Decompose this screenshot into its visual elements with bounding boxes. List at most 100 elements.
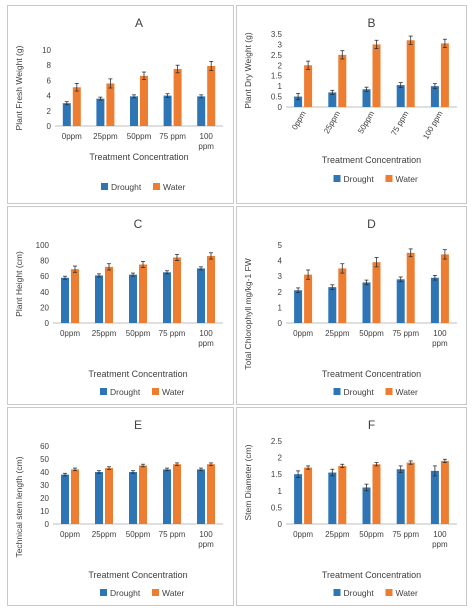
water-bar: [139, 465, 147, 524]
legend-swatch-drought: [100, 388, 107, 395]
drought-bar: [163, 469, 171, 524]
drought-bar: [130, 96, 138, 126]
water-bar: [372, 44, 381, 107]
drought-bar: [328, 92, 337, 107]
water-bar: [440, 254, 449, 323]
water-bar: [71, 469, 79, 524]
drought-bar: [197, 469, 205, 524]
drought-bar: [294, 474, 303, 524]
x-tick-label: 75 ppm: [392, 329, 419, 338]
x-tick-label: 100 ppm: [432, 530, 448, 549]
x-tick-label: 50ppm: [127, 132, 152, 141]
y-tick-label: 4: [47, 92, 52, 101]
drought-bar: [61, 474, 69, 524]
y-tick-label: 6: [47, 76, 52, 85]
y-tick-label: 40: [40, 288, 49, 297]
legend-swatch-drought: [100, 589, 107, 596]
y-tick-label: 0: [45, 520, 50, 529]
water-bar: [140, 75, 148, 126]
x-tick-label: 25ppm: [92, 329, 117, 338]
x-tick-label: 0ppm: [60, 530, 80, 539]
x-axis-label: Treatment Concentration: [322, 369, 421, 379]
y-tick-label: 3.5: [271, 30, 283, 39]
y-tick-label: 20: [40, 303, 49, 312]
water-bar: [105, 266, 113, 323]
y-tick-label: 0: [278, 520, 283, 529]
chart-svg: B 00.5 11.5 22.5 33.5 Plant Dry Weight (g) 0pp…: [243, 16, 457, 184]
drought-bar: [96, 98, 105, 126]
legend-swatch-water: [152, 388, 159, 395]
x-tick-label: 75 ppm: [159, 530, 186, 539]
y-tick-label: 0.5: [271, 93, 283, 102]
legend-swatch-water: [385, 589, 393, 596]
drought-bar: [294, 96, 303, 107]
drought-bar: [328, 287, 337, 323]
y-tick-label: 2.5: [271, 437, 283, 446]
y-tick-label: 0: [47, 122, 52, 131]
legend-swatch-drought: [333, 175, 341, 182]
water-bar: [338, 268, 347, 323]
chart-svg: A 0 2 4 6 8 10 Plant Fresh Weight (g) 0ppm 25ppm 5…: [14, 16, 223, 192]
chart-svg: F 0 0.5 1 1.5 2 2.5 Stem Diameter (cm) 0ppm 25ppm…: [243, 418, 457, 598]
chart-title: C: [134, 217, 143, 231]
water-bar: [338, 465, 347, 524]
x-axis-label: Treatment Concentration: [88, 570, 187, 580]
y-tick-label: 0: [278, 103, 283, 112]
chart-title: F: [368, 418, 375, 432]
y-tick-label: 2: [278, 454, 283, 463]
water-bar: [304, 65, 313, 107]
chart-panel-b: B 0 0.5 1 1.5 2 2.5 3 3.5 Plant Dry Weight (g) 0pp…: [236, 5, 467, 204]
x-tick-label: 25ppm: [322, 109, 342, 135]
x-tick-label: 0ppm: [290, 109, 308, 131]
legend-label-water: Water: [396, 588, 419, 598]
x-tick-label: 100 ppm: [198, 329, 214, 348]
legend-label-drought: Drought: [344, 387, 375, 397]
y-tick-label: 1.5: [271, 72, 283, 81]
y-tick-label: 40: [40, 468, 49, 477]
legend-swatch-water: [153, 183, 160, 190]
legend-label-water: Water: [396, 387, 419, 397]
x-tick-label: 25ppm: [93, 132, 118, 141]
y-axis-label: Technical stem length (cm): [14, 456, 24, 557]
drought-bar: [61, 277, 69, 323]
y-tick-label: 3: [278, 40, 283, 49]
x-tick-label: 100 ppm: [198, 132, 214, 151]
chart-title: D: [367, 217, 376, 231]
x-tick-label: 50ppm: [359, 329, 384, 338]
drought-bar: [163, 95, 172, 126]
x-tick-label: 25ppm: [325, 530, 350, 539]
water-bar: [72, 87, 81, 126]
water-bar: [106, 83, 115, 126]
drought-bar: [396, 469, 405, 524]
x-tick-label: 0ppm: [62, 132, 82, 141]
y-axis-label: Total Chlorophyll mg/kg-1 FW: [243, 258, 253, 369]
y-tick-label: 3: [278, 272, 283, 281]
y-tick-label: 0: [278, 319, 283, 328]
drought-bar: [362, 282, 371, 323]
water-bar: [406, 462, 415, 524]
drought-bar: [294, 290, 303, 323]
drought-bar: [62, 103, 71, 126]
y-axis-label: Plant Height (cm): [14, 251, 24, 317]
x-tick-label: 0ppm: [60, 329, 80, 338]
drought-bar: [430, 86, 439, 107]
drought-bar: [95, 275, 103, 323]
drought-bar: [430, 277, 439, 323]
chart-title: A: [135, 16, 143, 30]
water-bar: [207, 65, 216, 126]
legend-label-water: Water: [162, 387, 185, 397]
y-tick-label: 2: [278, 288, 283, 297]
y-tick-label: 0: [45, 319, 50, 328]
legend-label-water: Water: [396, 174, 419, 184]
water-bar: [207, 255, 215, 323]
x-tick-label: 0ppm: [293, 329, 313, 338]
y-tick-label: 10: [40, 507, 49, 516]
y-tick-label: 5: [278, 241, 283, 250]
y-tick-label: 1: [278, 303, 283, 312]
chart-title: E: [134, 418, 142, 432]
y-tick-label: 2.5: [271, 51, 283, 60]
chart-panel-a: A 0 2 4 6 8 10 Plant Fresh Weight (g) 0ppm 25ppm 5…: [7, 5, 234, 204]
y-axis-label: Plant Fresh Weight (g): [14, 45, 24, 130]
drought-bar: [396, 85, 405, 107]
